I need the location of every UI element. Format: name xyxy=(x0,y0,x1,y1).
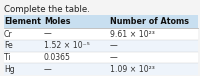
Text: Number of Atoms: Number of Atoms xyxy=(110,17,189,26)
Text: Fe: Fe xyxy=(4,41,13,50)
Text: Hg: Hg xyxy=(4,65,15,74)
FancyBboxPatch shape xyxy=(4,63,198,75)
Text: Moles: Moles xyxy=(44,17,70,26)
Text: Ti: Ti xyxy=(4,53,11,62)
Text: Complete the table.: Complete the table. xyxy=(4,5,90,14)
Text: 0.0365: 0.0365 xyxy=(44,53,71,62)
FancyBboxPatch shape xyxy=(4,40,198,52)
Text: —: — xyxy=(110,53,118,62)
Text: —: — xyxy=(44,29,52,39)
FancyBboxPatch shape xyxy=(4,28,198,40)
Text: 9.61 × 10²³: 9.61 × 10²³ xyxy=(110,29,155,39)
Text: —: — xyxy=(44,65,52,74)
Text: Cr: Cr xyxy=(4,29,13,39)
Text: —: — xyxy=(110,41,118,50)
Text: 1.52 × 10⁻⁵: 1.52 × 10⁻⁵ xyxy=(44,41,90,50)
Text: 1.09 × 10²³: 1.09 × 10²³ xyxy=(110,65,155,74)
FancyBboxPatch shape xyxy=(4,15,198,28)
FancyBboxPatch shape xyxy=(4,52,198,63)
Text: Element: Element xyxy=(4,17,41,26)
